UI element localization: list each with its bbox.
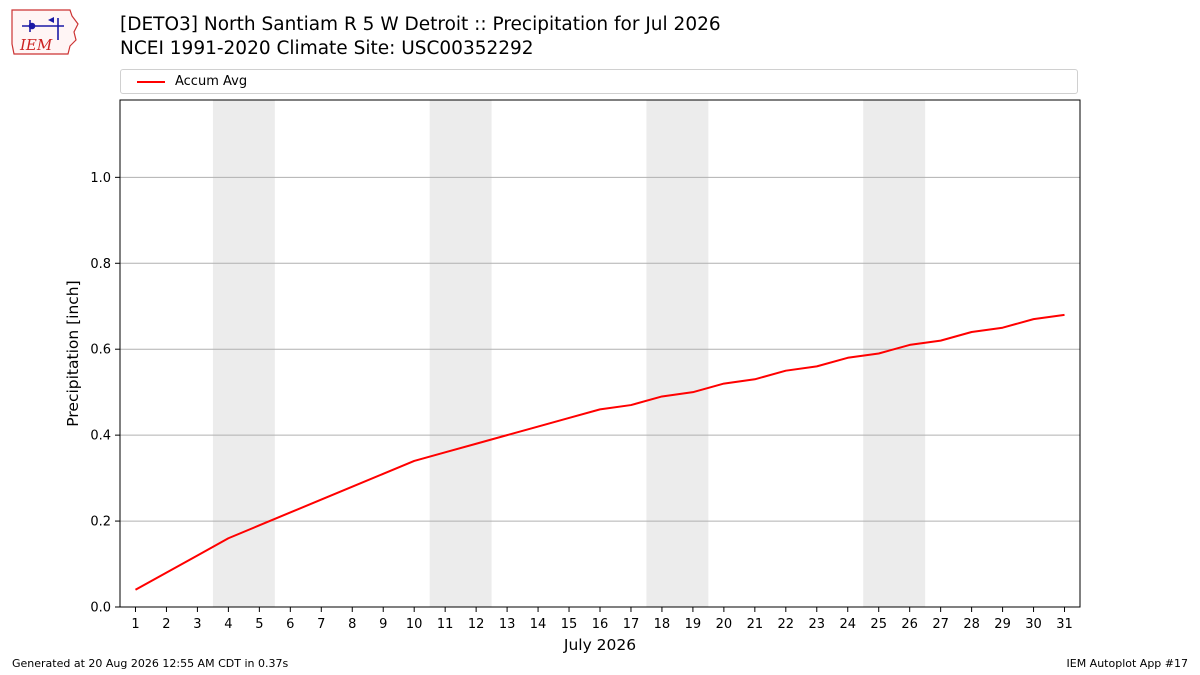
x-tick-label: 19 — [685, 617, 702, 632]
x-axis-label: July 2026 — [563, 636, 636, 654]
generated-timestamp: Generated at 20 Aug 2026 12:55 AM CDT in… — [12, 657, 289, 670]
x-tick-label: 12 — [468, 617, 485, 632]
iowa-state-outline — [11, 9, 79, 55]
x-tick-label: 29 — [994, 617, 1011, 632]
weekend-band — [429, 100, 492, 607]
x-tick-label: 18 — [654, 617, 671, 632]
y-tick-label: 0.4 — [90, 429, 111, 444]
x-tick-label: 21 — [747, 617, 764, 632]
x-tick-label: 5 — [255, 617, 263, 632]
series-line-accum-avg — [134, 313, 1065, 591]
x-tick-label: 13 — [499, 617, 516, 632]
chart-title-block: [DETO3] North Santiam R 5 W Detroit :: P… — [120, 13, 721, 61]
x-tick-label: 10 — [406, 617, 423, 632]
x-tick-label: 28 — [963, 617, 980, 632]
x-tick-label: 16 — [592, 617, 609, 632]
x-tick-label: 1 — [131, 617, 139, 632]
x-tick-label: 3 — [193, 617, 201, 632]
chart-subtitle: NCEI 1991-2020 Climate Site: USC00352292 — [120, 38, 534, 59]
weather-station-icon — [22, 17, 64, 40]
y-tick-label: 0.0 — [90, 601, 111, 616]
iem-logo-text: IEM — [19, 36, 53, 54]
y-tick-label: 0.8 — [90, 257, 111, 272]
legend-swatch-accum-avg — [137, 81, 165, 83]
x-tick-label: 31 — [1056, 617, 1073, 632]
x-tick-label: 27 — [932, 617, 949, 632]
x-tick-label: 30 — [1025, 617, 1042, 632]
x-tick-label: 17 — [623, 617, 640, 632]
y-tick-label: 0.6 — [90, 343, 111, 358]
x-tick-label: 8 — [348, 617, 356, 632]
x-tick-label: 6 — [286, 617, 294, 632]
app-credit: IEM Autoplot App #17 — [1066, 657, 1189, 670]
x-tick-label: 4 — [224, 617, 232, 632]
y-tick-label: 1.0 — [90, 171, 111, 186]
x-tick-label: 2 — [162, 617, 170, 632]
y-axis-label: Precipitation [inch] — [64, 280, 82, 426]
x-tick-label: 23 — [809, 617, 826, 632]
x-tick-label: 24 — [839, 617, 856, 632]
x-tick-label: 15 — [561, 617, 578, 632]
x-tick-label: 11 — [437, 617, 454, 632]
chart-legend: Accum Avg — [120, 69, 1078, 94]
chart-title: [DETO3] North Santiam R 5 W Detroit :: P… — [120, 14, 721, 35]
x-tick-label: 25 — [870, 617, 887, 632]
weekend-band — [646, 100, 709, 607]
x-tick-label: 9 — [379, 617, 387, 632]
x-tick-label: 20 — [716, 617, 733, 632]
iem-logo: IEM — [11, 9, 79, 55]
legend-label-accum-avg: Accum Avg — [175, 74, 248, 89]
y-tick-label: 0.2 — [90, 515, 111, 530]
x-tick-label: 14 — [530, 617, 547, 632]
x-tick-label: 26 — [901, 617, 918, 632]
x-tick-label: 7 — [317, 617, 325, 632]
x-tick-label: 22 — [778, 617, 795, 632]
